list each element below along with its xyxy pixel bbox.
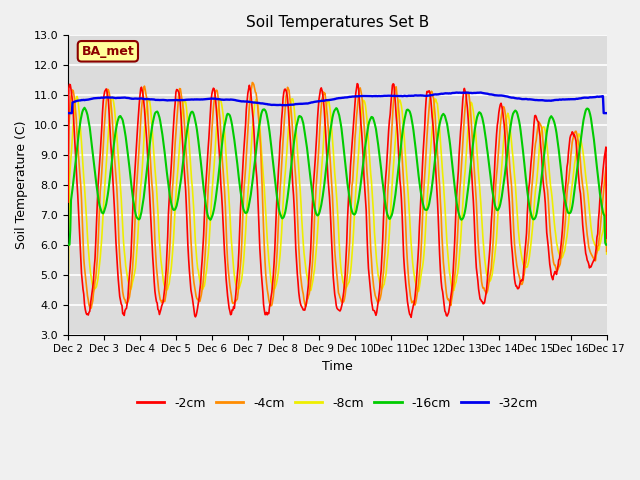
Y-axis label: Soil Temperature (C): Soil Temperature (C): [15, 120, 28, 249]
Legend: -2cm, -4cm, -8cm, -16cm, -32cm: -2cm, -4cm, -8cm, -16cm, -32cm: [132, 392, 543, 415]
X-axis label: Time: Time: [322, 360, 353, 373]
Title: Soil Temperatures Set B: Soil Temperatures Set B: [246, 15, 429, 30]
Text: BA_met: BA_met: [81, 45, 134, 58]
